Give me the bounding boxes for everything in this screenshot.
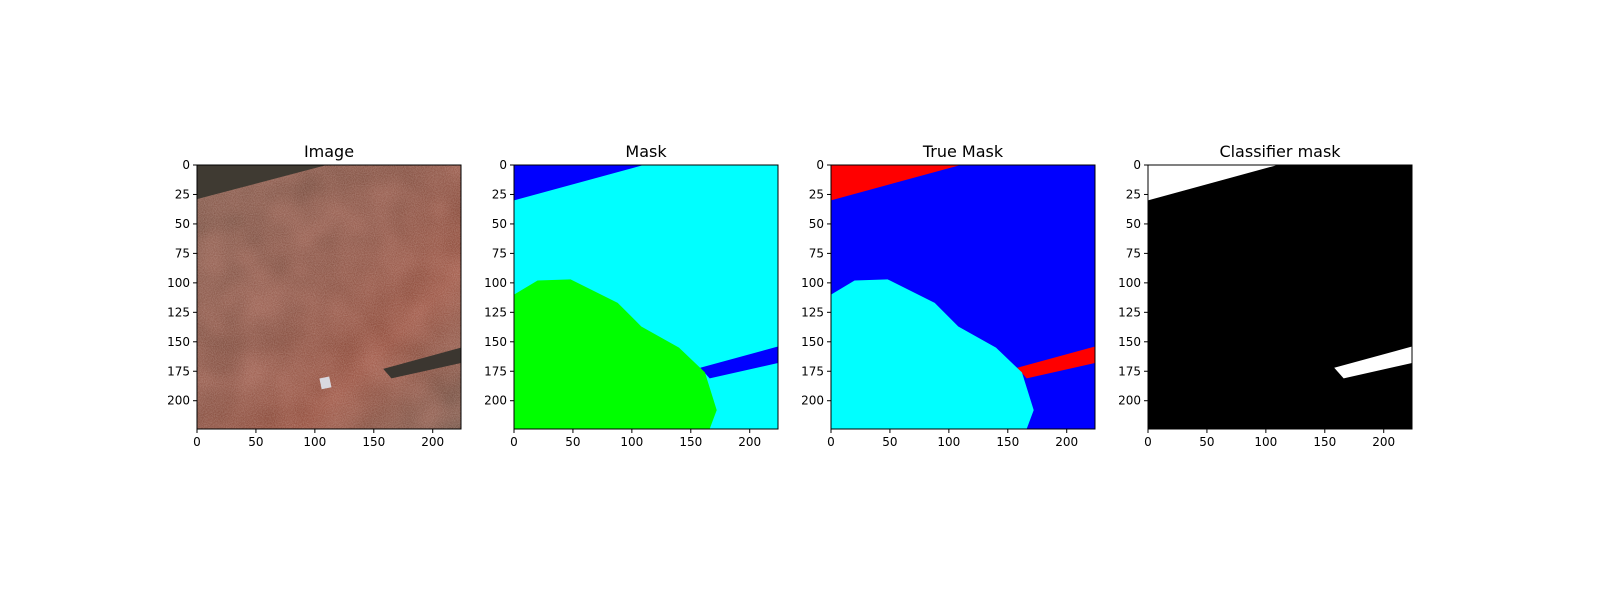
x-tick-label: 0 [193, 435, 201, 449]
mask-background [1148, 165, 1412, 429]
y-tick-label: 50 [492, 217, 507, 231]
mask-region [514, 165, 644, 201]
x-tick-label: 150 [679, 435, 702, 449]
x-tick-label: 0 [1144, 435, 1152, 449]
x-tick-label: 50 [882, 435, 897, 449]
x-tick-label: 150 [996, 435, 1019, 449]
y-tick-label: 200 [167, 394, 190, 408]
y-tick-label: 50 [809, 217, 824, 231]
x-tick-label: 150 [362, 435, 385, 449]
panel-classifier-mask: Classifier mask 0 50 100 150 200 0 25 50 75 100 1… [1118, 142, 1413, 449]
panel-title: Mask [625, 142, 667, 161]
panel-true-mask: True Mask 0 50 100 150 200 0 25 50 75 100 125 150 1… [801, 142, 1096, 449]
y-tick-label: 0 [1133, 158, 1141, 172]
y-tick-label: 100 [1118, 276, 1141, 290]
y-tick-label: 175 [484, 364, 507, 378]
y-tick-label: 100 [484, 276, 507, 290]
y-tick-label: 125 [167, 305, 190, 319]
mask-region [1148, 165, 1278, 201]
x-tick-label: 200 [1372, 435, 1395, 449]
y-tick-label: 200 [801, 394, 824, 408]
panel-mask: Mask 0 50 100 150 200 0 25 50 75 100 125 150 175 200 [484, 142, 779, 449]
x-tick-label: 50 [565, 435, 580, 449]
x-ticks: 0 50 100 150 200 [193, 429, 444, 449]
y-tick-label: 75 [492, 246, 507, 260]
y-ticks: 0 25 50 75 100 125 150 175 200 [167, 158, 197, 408]
mask-region [514, 279, 717, 429]
panel-title: Image [304, 142, 354, 161]
mask-region [831, 165, 961, 201]
y-tick-label: 75 [809, 246, 824, 260]
plot-area [513, 164, 779, 430]
y-tick-label: 125 [801, 305, 824, 319]
x-tick-label: 100 [937, 435, 960, 449]
x-tick-label: 100 [1254, 435, 1277, 449]
y-tick-label: 200 [484, 394, 507, 408]
y-tick-label: 175 [801, 364, 824, 378]
plot-area [830, 164, 1096, 430]
x-ticks: 0 50 100 150 200 [510, 429, 761, 449]
y-tick-label: 25 [175, 187, 190, 201]
mask-region [197, 165, 327, 200]
x-tick-label: 100 [303, 435, 326, 449]
y-tick-label: 0 [499, 158, 507, 172]
y-tick-label: 175 [1118, 364, 1141, 378]
x-tick-label: 200 [421, 435, 444, 449]
x-tick-label: 200 [738, 435, 761, 449]
x-tick-label: 100 [620, 435, 643, 449]
x-tick-label: 200 [1055, 435, 1078, 449]
axes-frame [1147, 164, 1413, 430]
y-tick-label: 150 [801, 335, 824, 349]
y-tick-label: 25 [1126, 187, 1141, 201]
y-tick-label: 150 [484, 335, 507, 349]
panel-title: Classifier mask [1219, 142, 1341, 161]
y-tick-label: 125 [484, 305, 507, 319]
x-tick-label: 50 [248, 435, 263, 449]
mask-region [1334, 346, 1412, 379]
image-bright-object [319, 376, 332, 390]
panel-title: True Mask [922, 142, 1004, 161]
plot-area [1147, 164, 1413, 430]
x-ticks: 0 50 100 150 200 [827, 429, 1078, 449]
x-ticks: 0 50 100 150 200 [1144, 429, 1395, 449]
y-tick-label: 50 [175, 217, 190, 231]
y-tick-label: 150 [1118, 335, 1141, 349]
y-tick-label: 150 [167, 335, 190, 349]
panel-image: Image 0 50 100 150 200 0 25 50 75 100 125 150 175 20… [167, 142, 462, 449]
y-tick-label: 100 [167, 276, 190, 290]
x-tick-label: 0 [510, 435, 518, 449]
axes-frame [513, 164, 779, 430]
y-tick-label: 100 [801, 276, 824, 290]
axes-frame [196, 164, 462, 430]
mask-region [831, 279, 1034, 429]
y-tick-label: 200 [1118, 394, 1141, 408]
y-ticks: 0 25 50 75 100 125 150 175 200 [484, 158, 514, 408]
y-tick-label: 25 [809, 187, 824, 201]
image-grain [197, 165, 461, 429]
x-tick-label: 150 [1313, 435, 1336, 449]
y-ticks: 0 25 50 75 100 125 150 175 200 [801, 158, 831, 408]
y-tick-label: 0 [182, 158, 190, 172]
y-tick-label: 125 [1118, 305, 1141, 319]
y-tick-label: 0 [816, 158, 824, 172]
mask-region [1017, 346, 1095, 379]
x-tick-label: 0 [827, 435, 835, 449]
x-tick-label: 50 [1199, 435, 1214, 449]
y-ticks: 0 25 50 75 100 125 150 175 200 [1118, 158, 1148, 408]
y-tick-label: 75 [175, 246, 190, 260]
mask-region [383, 347, 461, 379]
y-tick-label: 75 [1126, 246, 1141, 260]
y-tick-label: 175 [167, 364, 190, 378]
axes-frame [830, 164, 1096, 430]
mask-region [700, 346, 778, 379]
y-tick-label: 50 [1126, 217, 1141, 231]
plot-area [196, 164, 462, 430]
y-tick-label: 25 [492, 187, 507, 201]
